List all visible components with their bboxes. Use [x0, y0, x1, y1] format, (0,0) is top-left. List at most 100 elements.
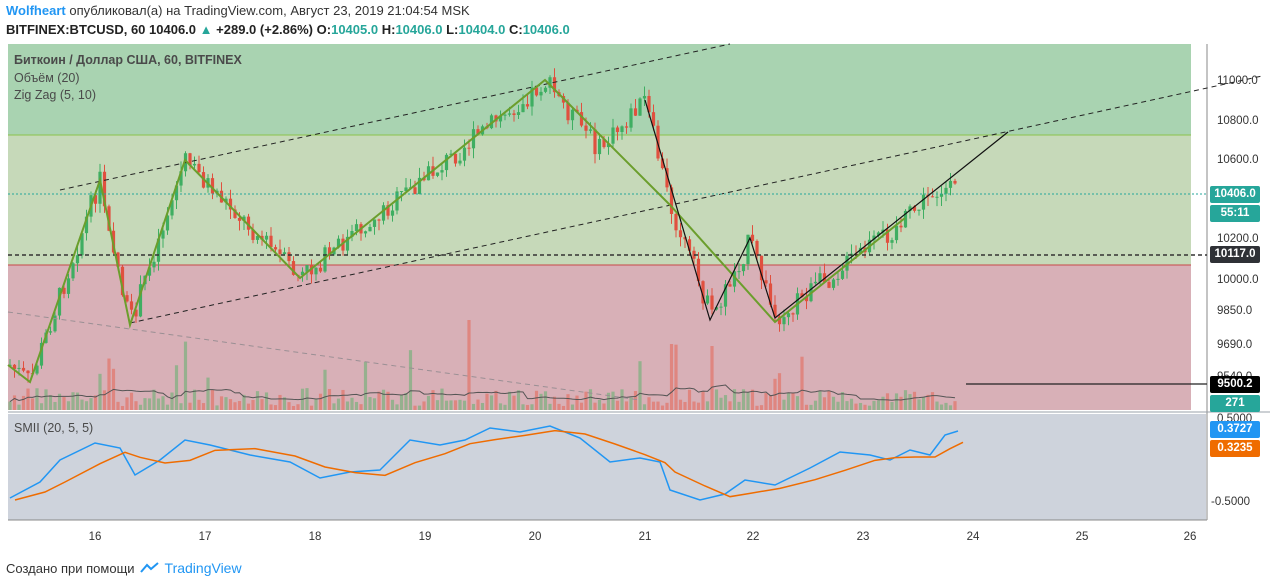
candle-body [530, 87, 534, 107]
volume-bar [476, 399, 480, 410]
candle-body [318, 267, 323, 272]
volume-bar [75, 392, 80, 410]
volume-bar [777, 373, 782, 410]
volume-bar [899, 396, 903, 410]
price-tick: 9850.0 [1217, 305, 1252, 317]
volume-bar [120, 405, 125, 410]
candle-body [512, 113, 516, 115]
close-value: 10406.0 [522, 22, 570, 37]
volume-bar [413, 405, 417, 410]
volume-bar [71, 392, 75, 410]
candle-body [723, 284, 728, 307]
volume-bar [269, 404, 273, 410]
candle-body [17, 367, 21, 369]
candle-body [831, 279, 836, 288]
footer: Создано при помощи TradingView [6, 560, 242, 576]
candle-body [858, 247, 863, 254]
falling-trend-line[interactable] [7, 311, 641, 401]
candle-body [615, 127, 620, 133]
volume-bar [332, 403, 336, 410]
smii-legend[interactable]: SMII (20, 5, 5) [14, 421, 94, 435]
volume-bar [863, 404, 867, 410]
volume-bar [44, 389, 48, 410]
volume-bar [692, 401, 696, 410]
volume-bar [732, 389, 737, 410]
candle-body [71, 263, 75, 279]
volume-bar [683, 401, 687, 410]
volume-bar [728, 401, 732, 410]
volume-bar [539, 393, 543, 410]
volume-bar [35, 388, 39, 410]
volume-bar [314, 399, 318, 410]
time-tick: 21 [639, 531, 652, 543]
volume-bar [660, 405, 665, 410]
volume-bar [921, 397, 926, 410]
volume-bar [854, 403, 858, 410]
volume-bar [849, 398, 854, 410]
volume-bar [323, 369, 327, 410]
candle-body [624, 126, 629, 128]
candle-body [251, 229, 255, 240]
volume-bar [8, 401, 12, 410]
candle-body [341, 238, 345, 251]
candle-body [152, 261, 156, 268]
chart-title[interactable]: Биткоин / Доллар США, 60, BITFINEX [14, 53, 242, 67]
candle-body [611, 127, 615, 144]
volume-bar [431, 390, 435, 410]
smii-pane [8, 414, 1206, 520]
candle-body [134, 309, 138, 317]
volume-bar [548, 403, 552, 410]
volume-bar [764, 393, 768, 410]
volume-bar [858, 402, 863, 410]
volume-bar [791, 392, 795, 410]
volume-ma-line [9, 384, 956, 403]
candle-body [534, 87, 539, 96]
candle-body [602, 138, 606, 148]
volume-bar [138, 404, 143, 410]
horizontal-level-label: 10117.0 [1210, 246, 1260, 263]
channel-lower-line[interactable] [129, 75, 1263, 324]
author-link[interactable]: Wolfheart [6, 3, 66, 18]
volume-bar [188, 402, 192, 410]
candle-body [687, 239, 692, 251]
candle-body [588, 129, 593, 131]
volume-bar [867, 405, 872, 410]
candle-body [827, 282, 831, 288]
zigzag-legend[interactable]: Zig Zag (5, 10) [14, 88, 96, 102]
candle-body [710, 295, 714, 310]
volume-bar [228, 399, 233, 410]
volume-bar [134, 401, 138, 410]
volume-bar [696, 402, 701, 410]
volume-bar [449, 400, 453, 410]
channel-upper-line[interactable] [59, 43, 731, 191]
candle-body [705, 295, 710, 304]
time-tick: 25 [1076, 531, 1089, 543]
candle-body [305, 265, 309, 272]
candle-body [651, 112, 656, 126]
up-arrow-icon: ▲ [199, 22, 213, 37]
candle-body [368, 226, 372, 232]
candle-body [701, 281, 705, 304]
candle-body [498, 115, 503, 122]
volume-legend[interactable]: Объём (20) [14, 71, 80, 85]
smii-signal-label: 0.3235 [1210, 440, 1260, 457]
candle-body [894, 225, 899, 241]
time-tick: 24 [967, 531, 980, 543]
volume-bar [17, 404, 21, 410]
volume-bar [39, 403, 44, 410]
volume-bar [80, 399, 84, 410]
volume-bar [813, 400, 818, 410]
candle-body [633, 108, 638, 116]
tradingview-link[interactable]: TradingView [164, 560, 242, 576]
candle-body [665, 168, 669, 188]
volume-bar [737, 401, 741, 410]
volume-bar [89, 398, 93, 410]
volume-bar [579, 402, 584, 410]
candle-body [750, 234, 755, 241]
drawn-path[interactable] [644, 99, 1009, 322]
candle-body [354, 224, 359, 232]
candle-body [300, 271, 305, 276]
volume-bar [534, 390, 539, 410]
candle-body [156, 238, 161, 262]
